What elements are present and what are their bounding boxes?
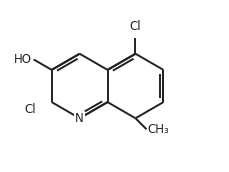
- Text: CH₃: CH₃: [147, 123, 169, 136]
- Text: Cl: Cl: [129, 20, 141, 33]
- Text: N: N: [75, 112, 84, 125]
- Text: Cl: Cl: [24, 103, 36, 116]
- Text: HO: HO: [14, 53, 31, 66]
